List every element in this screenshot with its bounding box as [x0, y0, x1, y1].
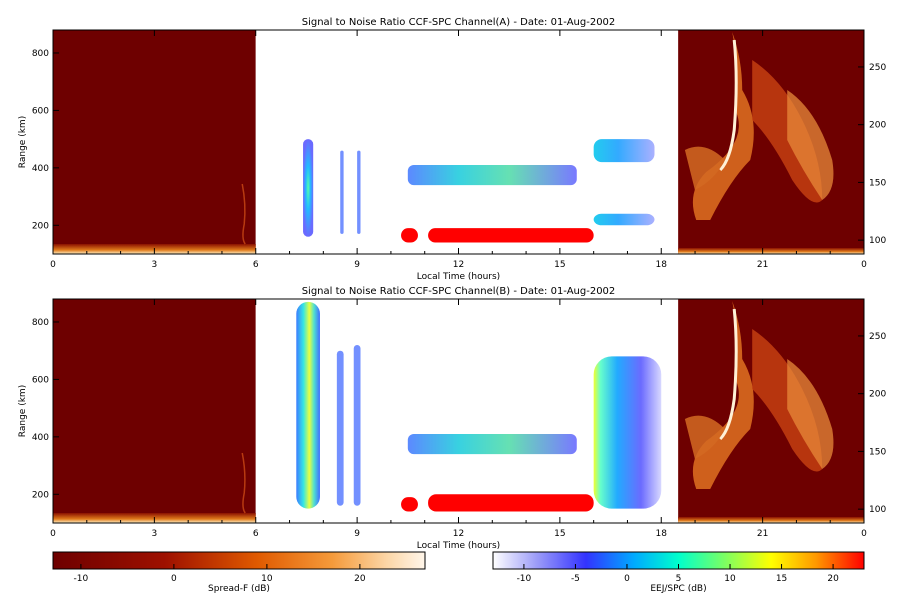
colorbar-tick-label: 20 — [354, 574, 366, 584]
colorbar-tick-label: -10 — [74, 574, 89, 584]
x-tick-label: 18 — [656, 529, 668, 539]
x-tick-label: 21 — [757, 260, 768, 270]
echo-thin-1 — [340, 150, 344, 234]
y-tick-label: 200 — [32, 490, 49, 500]
x-tick-label: 0 — [50, 260, 56, 270]
x-tick-label: 9 — [354, 260, 360, 270]
x-axis-label: Local Time (hours) — [417, 541, 500, 551]
panel-a: 0 3 6 9 12 15 18 21 0 200 400 600 800 100 150 200 250 Sig… — [18, 17, 886, 282]
x-axis-label: Local Time (hours) — [417, 272, 500, 282]
eej-echo-3 — [401, 497, 418, 512]
x-tick-label: 6 — [253, 260, 259, 270]
echo-column-0 — [296, 301, 320, 509]
colorbar-tick-label: 15 — [776, 574, 787, 584]
colorbar-tick-label: 10 — [261, 574, 273, 584]
y-right-tick-label: 250 — [869, 63, 886, 73]
y-tick-label: 400 — [32, 433, 49, 443]
spreadf-trace-left — [241, 452, 246, 514]
y-right-tick-label: 200 — [869, 121, 886, 131]
x-tick-label: 6 — [253, 529, 259, 539]
spreadf-patch-2 — [787, 359, 834, 469]
y-tick-label: 600 — [32, 375, 49, 385]
echo-150km-band — [407, 164, 577, 186]
colorbar-tick-label: 0 — [171, 574, 177, 584]
echo-thin-2 — [357, 150, 361, 234]
x-tick-label: 21 — [757, 529, 768, 539]
y-tick-label: 800 — [32, 318, 49, 328]
x-tick-label: 3 — [152, 260, 158, 270]
y-tick-label: 800 — [32, 49, 49, 59]
x-tick-label: 9 — [354, 529, 360, 539]
panel-title: Signal to Noise Ratio CCF-SPC Channel(B)… — [302, 286, 616, 297]
spreadf-trace-left — [241, 183, 246, 245]
y-right-tick-label: 100 — [869, 236, 886, 246]
y-tick-label: 400 — [32, 164, 49, 174]
colorbar-label: Spread-F (dB) — [208, 584, 270, 594]
y-right-tick-label: 150 — [869, 447, 886, 457]
eej-echo-4 — [428, 494, 594, 512]
colorbar-tick-label: 10 — [724, 574, 736, 584]
x-tick-label: 0 — [861, 260, 867, 270]
echo-thin-1 — [336, 350, 344, 506]
x-tick-label: 15 — [554, 260, 565, 270]
x-tick-label: 12 — [453, 529, 464, 539]
y-right-tick-label: 250 — [869, 332, 886, 342]
x-tick-label: 15 — [554, 529, 565, 539]
spreadf-floor-right — [678, 248, 864, 254]
colorbar-spreadf: -10 0 10 20 Spread-F (dB) — [52, 551, 426, 594]
echo-post-sunset — [593, 356, 662, 509]
echo-column-0 — [303, 139, 314, 237]
colorbar-gradient — [52, 551, 426, 570]
y-right-tick-label: 150 — [869, 178, 886, 188]
colorbar-tick-label: 20 — [827, 574, 839, 584]
colorbar-eej: -10 -5 0 5 10 15 20 EEJ/SPC (dB) — [492, 551, 865, 594]
colorbar-tick-label: 0 — [624, 574, 630, 584]
spreadf-plume-core — [719, 308, 738, 441]
echo-150km-band — [407, 433, 577, 455]
colorbar-label: EEJ/SPC (dB) — [650, 584, 706, 594]
eej-echo-4 — [428, 228, 594, 243]
y-tick-label: 200 — [32, 221, 49, 231]
y-right-tick-label: 100 — [869, 505, 886, 515]
spreadf-patch-3 — [684, 415, 725, 459]
spreadf-segment-0 — [53, 30, 256, 254]
colorbar-tick-label: -10 — [517, 574, 532, 584]
spreadf-segment-0 — [53, 299, 256, 523]
x-tick-label: 0 — [861, 529, 867, 539]
y-right-tick-label: 200 — [869, 390, 886, 400]
echo-layer-6 — [593, 139, 655, 163]
spreadf-plume-core — [719, 39, 738, 172]
colorbar-tick-label: 5 — [676, 574, 682, 584]
spreadf-floor-right — [678, 517, 864, 523]
x-tick-label: 3 — [152, 529, 158, 539]
spreadf-patch-2 — [787, 90, 834, 200]
echo-thin-2 — [353, 344, 361, 506]
eej-echo-3 — [401, 228, 418, 243]
x-tick-label: 12 — [453, 260, 464, 270]
panel-title: Signal to Noise Ratio CCF-SPC Channel(A)… — [302, 17, 616, 28]
y-tick-label: 600 — [32, 106, 49, 116]
echo-layer-7 — [593, 213, 655, 226]
x-tick-label: 0 — [50, 529, 56, 539]
y-axis-label: Range (km) — [18, 385, 28, 437]
spreadf-patch-3 — [684, 146, 725, 190]
panel-b: 0 3 6 9 12 15 18 21 0 200 400 600 800 100 150 200 250 Sig… — [18, 286, 886, 551]
x-tick-label: 18 — [656, 260, 668, 270]
colorbar-tick-label: -5 — [571, 574, 580, 584]
y-axis-label: Range (km) — [18, 116, 28, 168]
